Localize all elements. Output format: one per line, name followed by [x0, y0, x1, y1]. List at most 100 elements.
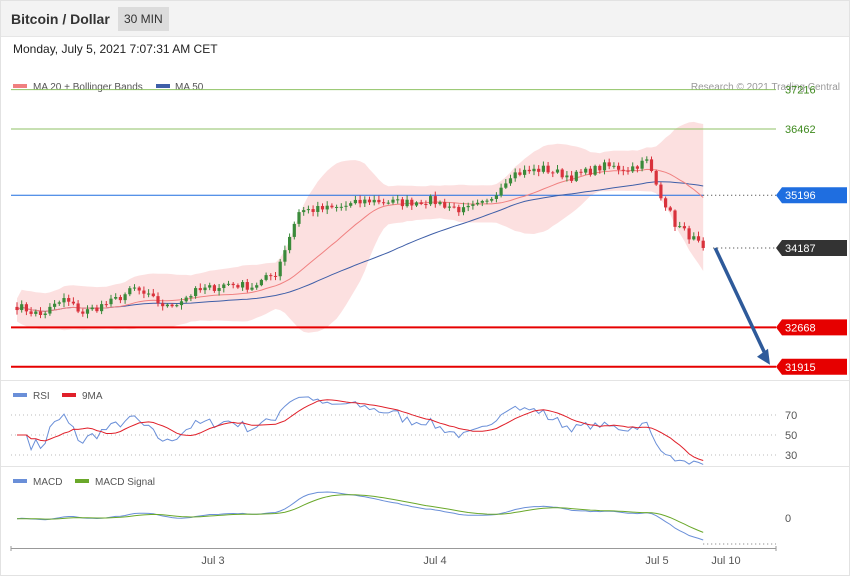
candle [513, 168, 517, 182]
rsi-tick-label: 50 [785, 430, 797, 442]
time-axis-label: Jul 3 [201, 555, 224, 567]
candle [579, 169, 583, 176]
candle [386, 200, 390, 205]
level-label: 31915 [785, 362, 816, 374]
candle [15, 302, 19, 315]
candle [132, 284, 137, 291]
candle [137, 286, 141, 295]
candle [217, 284, 221, 296]
candle [189, 294, 193, 302]
candle [499, 183, 503, 198]
candle [508, 174, 513, 186]
time-axis: Jul 3 Jul 4 Jul 5 Jul 10 [10, 546, 777, 567]
ma50-legend-label: MA 50 [175, 82, 204, 93]
candle [391, 196, 395, 205]
candle [175, 303, 179, 308]
candle [410, 197, 414, 210]
rsi-ma-line [17, 399, 704, 461]
candle [269, 273, 273, 281]
rsi-tick-label: 30 [785, 450, 797, 462]
candle [476, 199, 480, 206]
candle [165, 303, 169, 308]
price-levels [11, 89, 776, 368]
candle [48, 303, 52, 316]
forecast-arrow [713, 247, 770, 365]
candle [330, 203, 334, 209]
candle [429, 194, 433, 207]
candle [438, 200, 442, 206]
macd-signal-legend-swatch [75, 479, 89, 483]
candle [466, 202, 470, 212]
time-axis-label: Jul 4 [423, 555, 446, 567]
candle [400, 197, 404, 210]
candle [62, 293, 66, 308]
interval-button[interactable]: 30 MIN [118, 7, 169, 31]
candle [335, 204, 339, 212]
macd-signal-line [16, 494, 704, 533]
rsi-ma-legend-swatch [62, 393, 76, 397]
candle [659, 182, 663, 201]
candle [664, 196, 668, 211]
forecast-arrow-head [757, 348, 770, 365]
candle [626, 167, 630, 175]
candle [452, 202, 456, 209]
candle [396, 194, 400, 204]
ma50-legend-swatch [156, 84, 170, 88]
candle [325, 201, 329, 215]
candle [104, 301, 108, 308]
macd-legend-label: MACD [33, 477, 62, 488]
candle [198, 283, 202, 293]
candle [424, 200, 428, 209]
macd-legend: MACD MACD Signal [13, 477, 155, 488]
ma50-line [16, 181, 704, 312]
candle [316, 201, 320, 217]
candle [95, 304, 99, 313]
candle [123, 292, 127, 304]
candle [147, 289, 151, 298]
rsi-panel: 70 50 30 [11, 396, 797, 465]
candle [367, 196, 372, 205]
candle [278, 259, 282, 281]
candle [212, 283, 216, 293]
candle [288, 233, 292, 254]
candle [518, 168, 522, 177]
candle [405, 195, 409, 208]
chart-datetime: Monday, July 5, 2021 7:07:31 AM CET [13, 42, 218, 56]
candle [654, 169, 658, 186]
candle [447, 202, 451, 211]
candle [194, 286, 198, 299]
candle [645, 156, 649, 164]
macd-line [16, 491, 704, 541]
candle [532, 164, 536, 176]
research-credit: Research © 2021 Trading Central [691, 82, 840, 93]
candle [255, 282, 259, 290]
candle [687, 225, 691, 244]
level-label: 34187 [785, 243, 816, 255]
candle [292, 221, 296, 240]
level-tag [776, 187, 847, 204]
candle [109, 294, 113, 307]
candle [471, 200, 475, 210]
candle [635, 165, 639, 173]
candle [311, 205, 315, 217]
candle [541, 161, 545, 174]
candle [640, 157, 644, 172]
candle [320, 203, 325, 213]
candle [457, 204, 461, 216]
candle [76, 300, 80, 314]
candle [297, 209, 301, 227]
candle [494, 192, 498, 203]
candle [38, 307, 43, 319]
instrument-title: Bitcoin / Dollar [11, 11, 110, 27]
time-axis-label: Jul 10 [711, 555, 740, 567]
bollinger-band-area [17, 121, 704, 333]
candle [344, 201, 348, 211]
candle [67, 294, 71, 306]
candle [382, 198, 386, 206]
candle [29, 307, 33, 317]
candle [692, 232, 696, 241]
candle [170, 303, 174, 308]
candle [560, 168, 564, 180]
level-tag [776, 358, 847, 375]
